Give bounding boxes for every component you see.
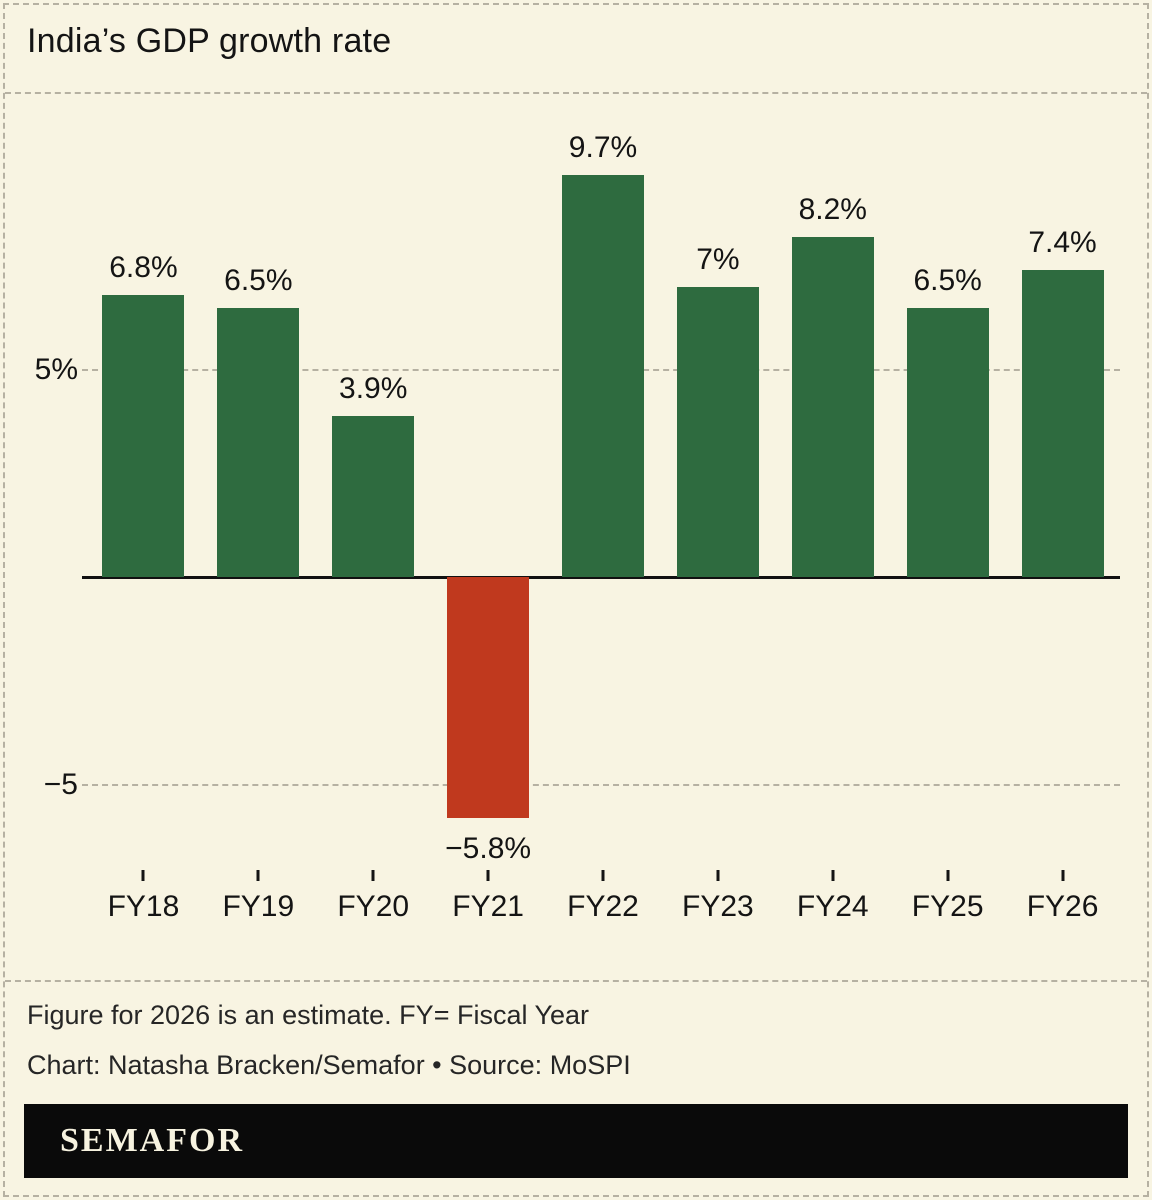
bar-FY23 bbox=[676, 286, 759, 578]
semafor-logo-bar: SEMAFOR bbox=[24, 1104, 1128, 1178]
y-axis-label--5: −5 bbox=[43, 767, 78, 801]
x-axis-tick-FY20 bbox=[371, 870, 375, 881]
bar-FY24 bbox=[791, 236, 874, 578]
x-axis-label-FY19: FY19 bbox=[222, 890, 295, 923]
bar-value-label-FY22: 9.7% bbox=[568, 130, 638, 164]
y-gridline--5 bbox=[82, 783, 1120, 786]
bar-FY26 bbox=[1021, 270, 1104, 578]
notes-divider-dashed-line bbox=[5, 980, 1147, 982]
x-axis-tick-FY26 bbox=[1061, 870, 1065, 881]
x-axis-tick-FY18 bbox=[141, 870, 145, 881]
x-axis-tick-FY21 bbox=[486, 870, 490, 881]
x-axis-zero-line bbox=[82, 576, 1120, 580]
bar-FY25 bbox=[906, 307, 989, 578]
x-axis-tick-FY23 bbox=[716, 870, 720, 881]
x-axis-label-FY20: FY20 bbox=[337, 890, 410, 923]
x-axis-label-FY24: FY24 bbox=[796, 890, 869, 923]
bar-FY21 bbox=[447, 577, 530, 819]
bar-value-label-FY18: 6.8% bbox=[109, 251, 178, 285]
y-axis-label-5: 5% bbox=[34, 352, 78, 386]
x-axis-tick-FY25 bbox=[946, 870, 950, 881]
chart-credit-source: Chart: Natasha Bracken/Semafor • Source:… bbox=[27, 1050, 631, 1080]
semafor-logo-text: SEMAFOR bbox=[60, 1122, 244, 1159]
chart-footnote: Figure for 2026 is an estimate. FY= Fisc… bbox=[27, 1000, 590, 1030]
bar-value-label-FY24: 8.2% bbox=[798, 192, 867, 226]
title-divider-dashed-line bbox=[5, 92, 1147, 94]
bar-FY18 bbox=[102, 295, 185, 578]
chart-title: India’s GDP growth rate bbox=[27, 22, 392, 60]
x-axis-label-FY22: FY22 bbox=[567, 890, 639, 923]
x-axis-label-FY26: FY26 bbox=[1026, 890, 1099, 923]
bar-value-label-FY20: 3.9% bbox=[339, 371, 408, 405]
x-axis-tick-FY24 bbox=[831, 870, 835, 881]
bar-value-label-FY23: 7% bbox=[696, 242, 740, 276]
bar-FY22 bbox=[562, 174, 644, 578]
x-axis-label-FY23: FY23 bbox=[682, 890, 754, 923]
bar-value-label-FY26: 7.4% bbox=[1028, 226, 1097, 260]
bar-value-label-FY25: 6.5% bbox=[913, 263, 982, 297]
bar-FY19 bbox=[217, 307, 300, 578]
x-axis-label-FY18: FY18 bbox=[107, 890, 180, 923]
x-axis-label-FY25: FY25 bbox=[911, 890, 984, 923]
x-axis-label-FY21: FY21 bbox=[452, 890, 524, 923]
bar-value-label-FY21: −5.8% bbox=[445, 832, 532, 866]
bar-value-label-FY19: 6.5% bbox=[224, 263, 293, 297]
x-axis-tick-FY19 bbox=[256, 870, 260, 881]
x-axis-tick-FY22 bbox=[601, 870, 605, 881]
bar-FY20 bbox=[332, 415, 415, 578]
bar-chart-plot-area: 5% −5 6.8% FY18 6.5% FY19 3.9% FY20 −5.8% FY21 9.7… bbox=[35, 100, 1120, 923]
